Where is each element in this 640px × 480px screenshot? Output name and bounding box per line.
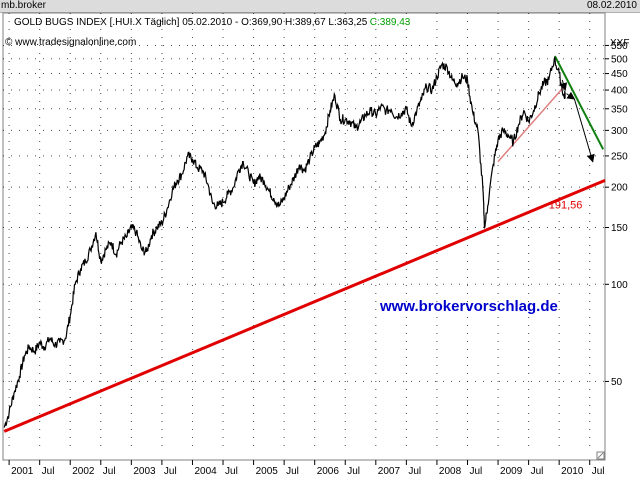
y-tick-label: 100 [611, 280, 628, 291]
symbol-line: GOLD BUGS INDEX [.HUI.X Täglich] 05.02.2… [14, 17, 368, 28]
x-tick-label: Jul [103, 466, 116, 477]
window-date: 08.02.2010 [586, 0, 637, 11]
y-tick-label: 150 [611, 223, 628, 234]
plot-area [2, 12, 606, 461]
x-tick-label: Jul [469, 466, 482, 477]
short-trend-trend-line [497, 86, 565, 163]
x-tick-label: 2005 [256, 466, 279, 477]
x-tick-label: 2002 [72, 466, 95, 477]
y-tick-label: 50 [611, 377, 623, 388]
x-tick-label: Jul [592, 466, 605, 477]
x-tick-label: Jul [531, 466, 544, 477]
close-label: C:389,43 [370, 17, 411, 28]
y-tick-label: 500 [611, 54, 628, 65]
x-tick-label: Jul [225, 466, 238, 477]
resistance-trend-line [553, 55, 605, 150]
support-line-value: 191,56 [549, 199, 583, 211]
arrows [559, 79, 595, 163]
x-tick-label: Jul [164, 466, 177, 477]
y-axis: 550 500 450 400 350 300 250 200 150 100 50 [605, 41, 628, 388]
x-tick-label: 2006 [317, 466, 340, 477]
x-tick-label: 2003 [133, 466, 156, 477]
x-axis: 2001 Jul 2002 Jul 2003 Jul 2004 Jul 2005 Jul 2006 J… [8, 460, 605, 477]
resize-handle-mark [597, 452, 604, 459]
x-tick-label: Jul [42, 466, 55, 477]
series-layer [3, 56, 566, 428]
copyright-line: © www.tradesignalonline.com [5, 37, 136, 48]
x-tick-label: 2008 [439, 466, 462, 477]
y-axis-label: XXF [610, 38, 629, 49]
x-tick-label: Jul [347, 466, 360, 477]
x-tick-label: 2009 [500, 466, 523, 477]
price-line [3, 56, 566, 428]
trend-lines [3, 55, 606, 433]
forecast-arrow [573, 98, 595, 163]
forecast-arrow [559, 79, 568, 92]
x-tick-label: 2001 [11, 466, 34, 477]
y-tick-label: 450 [611, 69, 628, 80]
forecast-arrow [566, 91, 576, 100]
x-tick-label: 2004 [194, 466, 217, 477]
x-tick-label: 2007 [378, 466, 401, 477]
x-tick-label: 2010 [561, 466, 584, 477]
support-trend-line [3, 178, 606, 433]
x-tick-label: Jul [286, 466, 299, 477]
y-tick-label: 300 [611, 126, 628, 137]
x-tick-label: Jul [408, 466, 421, 477]
y-tick-label: 550 [611, 41, 628, 52]
y-tick-label: 250 [611, 151, 628, 162]
y-tick-label: 400 [611, 86, 628, 97]
y-tick-label: 350 [611, 104, 628, 115]
watermark: www.brokervorschlag.de [379, 298, 558, 315]
y-tick-label: 200 [611, 183, 628, 194]
app-label: mb.broker [1, 0, 47, 11]
